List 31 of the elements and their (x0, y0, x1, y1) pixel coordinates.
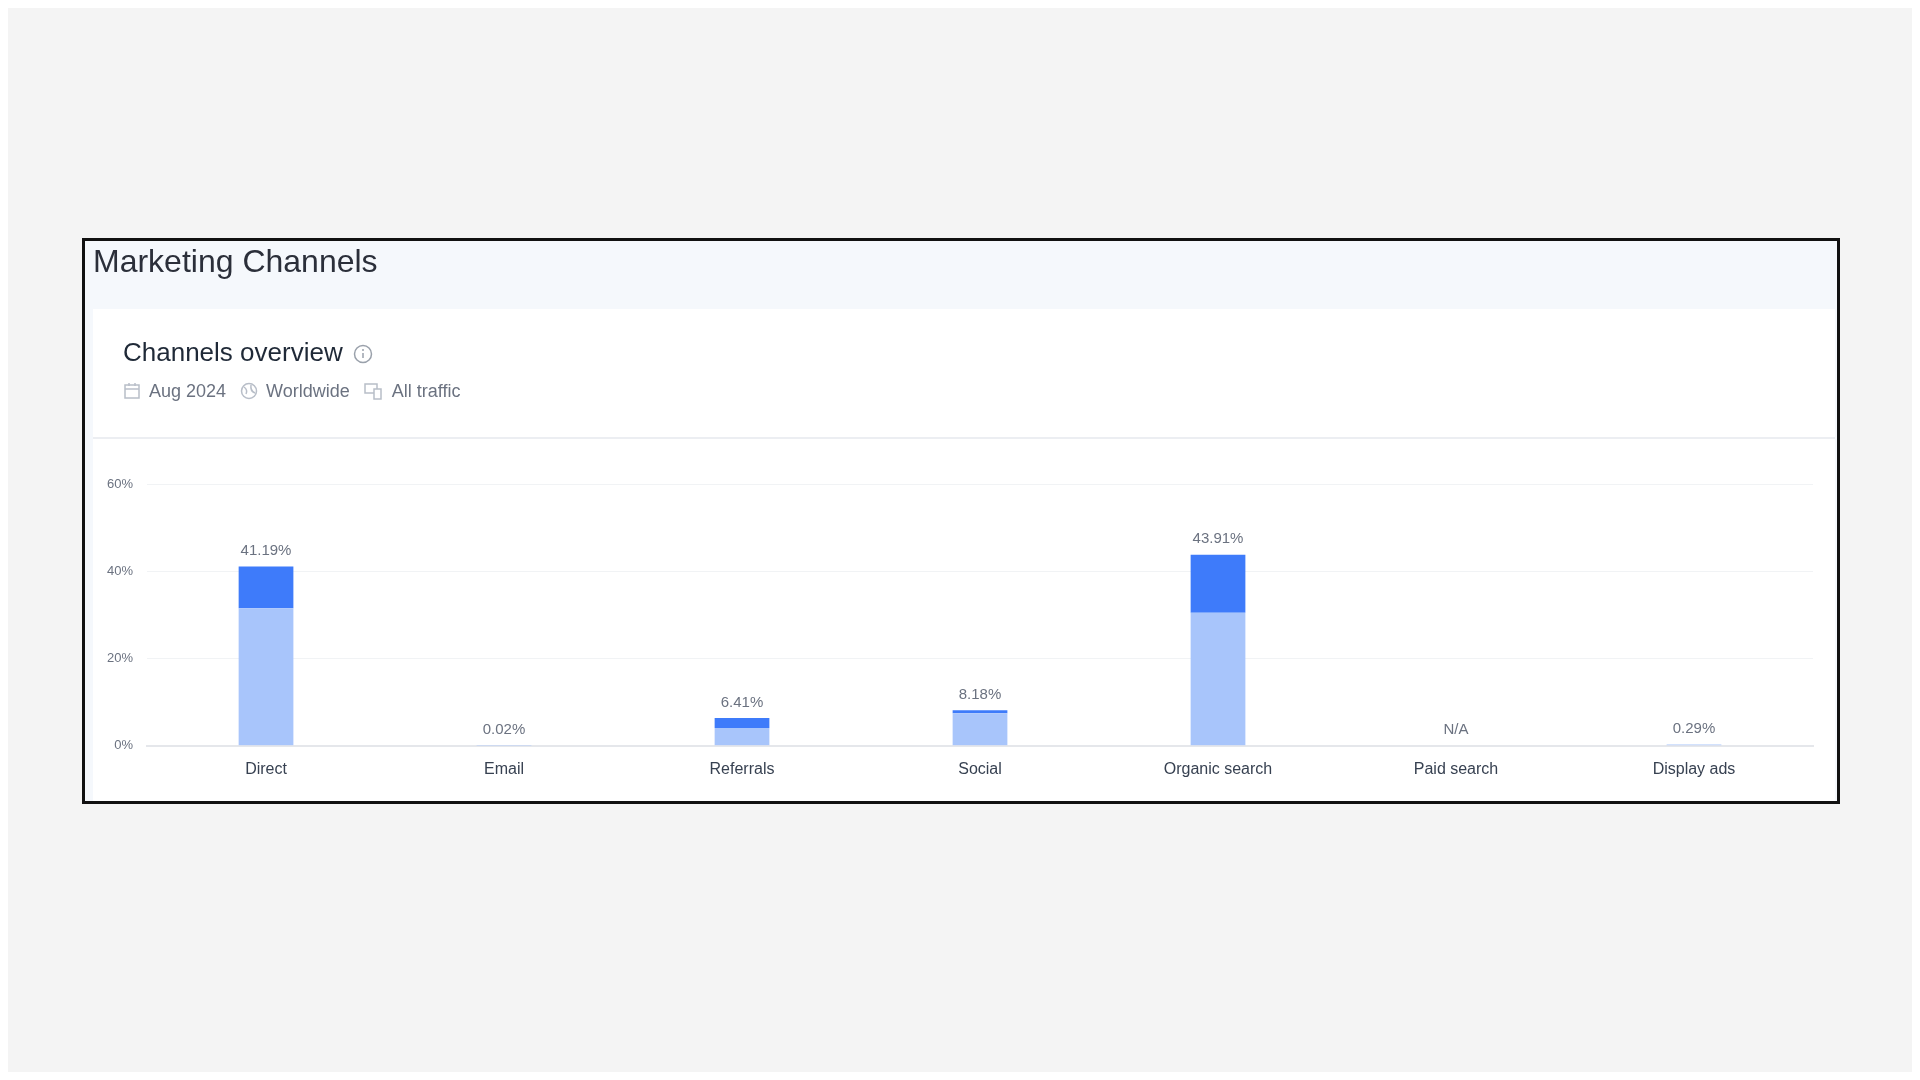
y-tick-label: 60% (106, 476, 134, 492)
total-label: 6.41% (720, 692, 764, 710)
bar (952, 710, 1008, 714)
x-tick-label: Organic search (1163, 759, 1273, 777)
y-tick-label: 20% (106, 650, 134, 666)
text: Aug 2024 (149, 380, 227, 401)
bar (714, 727, 770, 746)
total-label: 0.02% (482, 720, 526, 738)
x-tick-label: Paid search (1413, 759, 1499, 777)
total-label: 8.18% (958, 684, 1002, 702)
bar (1190, 554, 1246, 613)
chart-subtitle: Channels overview (123, 337, 343, 367)
x-tick-label: Email (484, 759, 525, 777)
y-tick-label: 40% (106, 563, 134, 579)
chart-title: Marketing Channels (92, 242, 379, 281)
x-tick-label: Social (958, 759, 1002, 777)
x-tick-label: Referrals (709, 759, 775, 777)
text: Worldwide (266, 380, 350, 401)
total-label: 41.19% (240, 541, 292, 559)
total-label: 0.29% (1672, 719, 1716, 737)
total-label: 43.91% (1192, 529, 1244, 547)
x-tick-label: Direct (245, 759, 288, 777)
bar (952, 713, 1008, 746)
bar (238, 608, 294, 746)
bar (714, 717, 770, 728)
bar (1190, 612, 1246, 746)
x-tick-label: Display ads (1652, 759, 1736, 777)
bar (238, 566, 294, 609)
text: All traffic (391, 380, 461, 401)
y-tick-label: 0% (114, 737, 134, 753)
text: N/A (1443, 720, 1469, 738)
